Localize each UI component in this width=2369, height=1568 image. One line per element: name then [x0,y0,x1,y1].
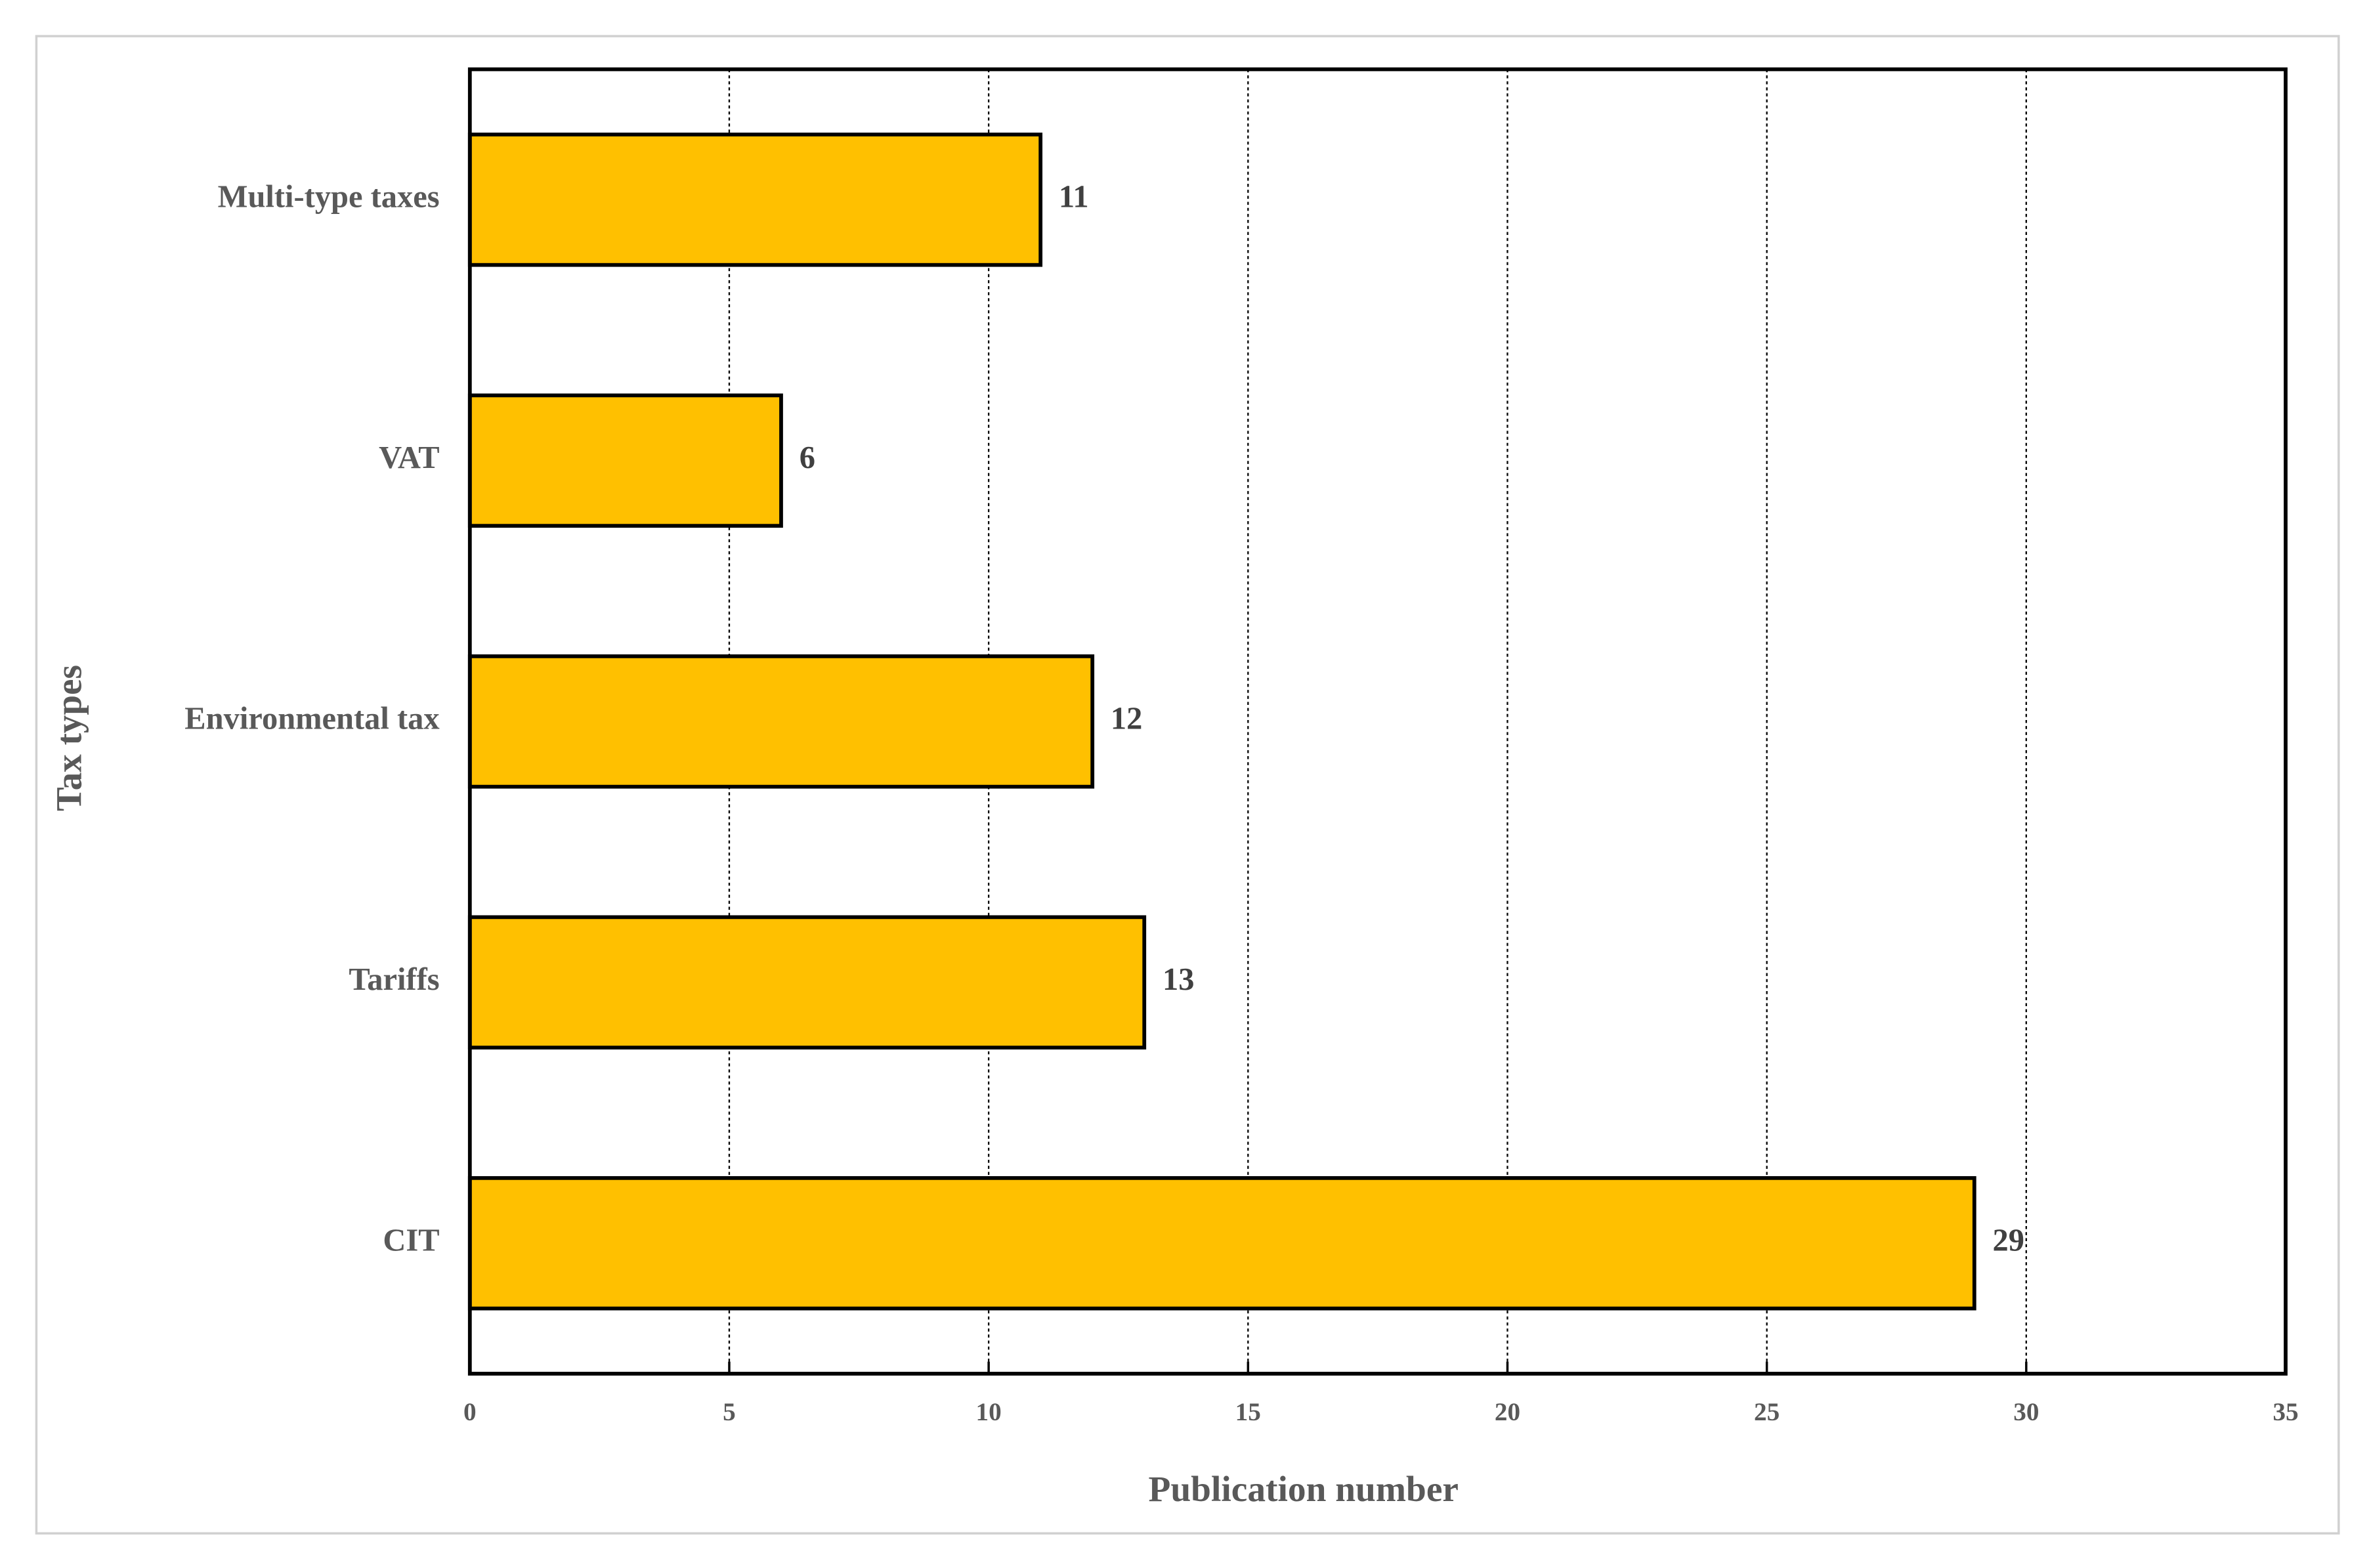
x-tick-label: 25 [1754,1398,1780,1426]
x-tick-label: 0 [463,1398,477,1426]
y-tick-label: CIT [383,1223,439,1258]
bar [467,393,783,528]
value-label: 13 [1163,962,1194,997]
bar [467,654,1095,789]
y-tick-label: Tariffs [349,962,439,997]
value-label: 6 [800,440,815,475]
x-tick-label: 35 [2273,1398,2298,1426]
y-axis-title: Tax types [49,665,89,811]
bar [467,133,1043,267]
value-label: 12 [1111,701,1142,736]
value-label: 11 [1059,179,1089,214]
x-tick-label: 10 [976,1398,1002,1426]
y-tick-label: Environmental tax [184,701,439,736]
bar [467,1176,1976,1311]
y-tick-label: Multi-type taxes [218,179,440,214]
x-tick-label: 30 [2013,1398,2039,1426]
plot-border [467,67,2288,1376]
value-label: 29 [1993,1223,2024,1258]
y-tick-label: VAT [379,440,440,475]
bar [467,915,1147,1049]
x-tick-label: 20 [1495,1398,1520,1426]
x-tick-label: 5 [723,1398,736,1426]
x-axis-title: Publication number [1148,1469,1459,1509]
x-tick-label: 15 [1235,1398,1261,1426]
